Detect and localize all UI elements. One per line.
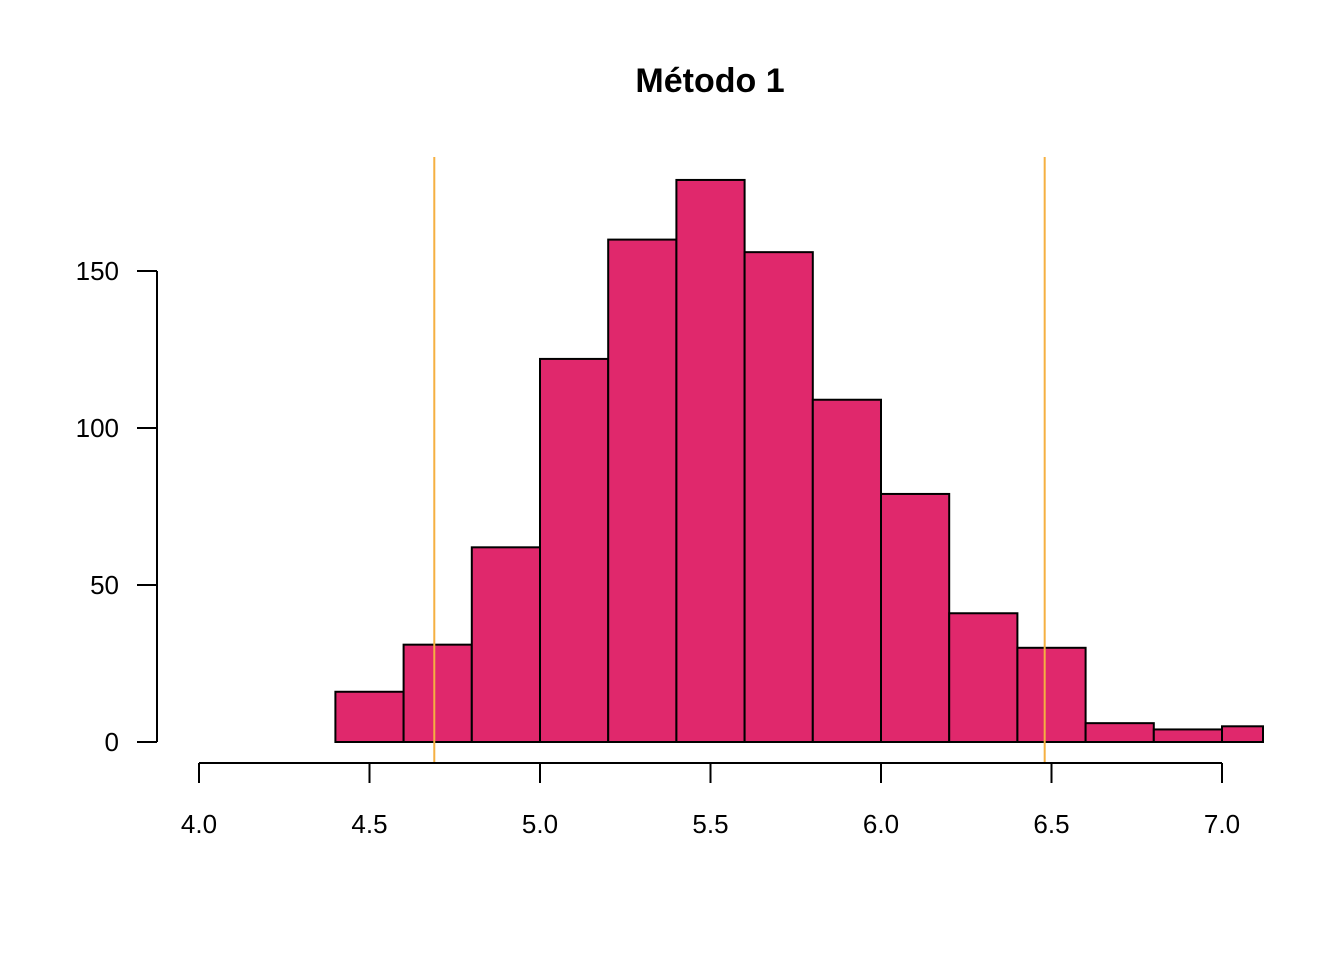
- x-tick-label: 4.5: [351, 809, 387, 839]
- histogram-bar: [1221, 725, 1264, 743]
- bars-group: [334, 178, 1264, 744]
- histogram-bar: [539, 357, 610, 743]
- histogram-bar: [402, 643, 473, 743]
- x-tick-label: 6.0: [863, 809, 899, 839]
- histogram-bar: [1084, 722, 1155, 743]
- y-tick-label: 0: [105, 727, 119, 757]
- histogram-bar: [811, 398, 882, 743]
- x-tick-label: 6.5: [1033, 809, 1069, 839]
- histogram-bar: [880, 492, 951, 743]
- histogram-bar: [607, 238, 678, 743]
- y-tick-label: 100: [76, 413, 119, 443]
- x-tick-label: 7.0: [1204, 809, 1240, 839]
- y-tick-label: 50: [90, 570, 119, 600]
- x-axis: 4.0 4.5 5.0 5.5 6.0 6.5 7.0: [181, 762, 1240, 839]
- histogram-bar: [334, 690, 405, 744]
- histogram-bar: [948, 612, 1019, 744]
- x-tick-label: 4.0: [181, 809, 217, 839]
- reference-lines-group: [433, 157, 1046, 763]
- histogram-bar: [470, 546, 541, 743]
- y-tick-label: 150: [76, 256, 119, 286]
- chart-title: Método 1: [635, 62, 784, 100]
- x-tick-label: 5.5: [692, 809, 728, 839]
- histogram-bar: [1016, 646, 1087, 743]
- histogram-bar: [1152, 728, 1224, 744]
- x-tick-label: 5.0: [522, 809, 558, 839]
- y-axis: 0 50 100 150: [76, 256, 158, 757]
- histogram-bar: [743, 251, 814, 743]
- histogram-bar: [675, 178, 746, 743]
